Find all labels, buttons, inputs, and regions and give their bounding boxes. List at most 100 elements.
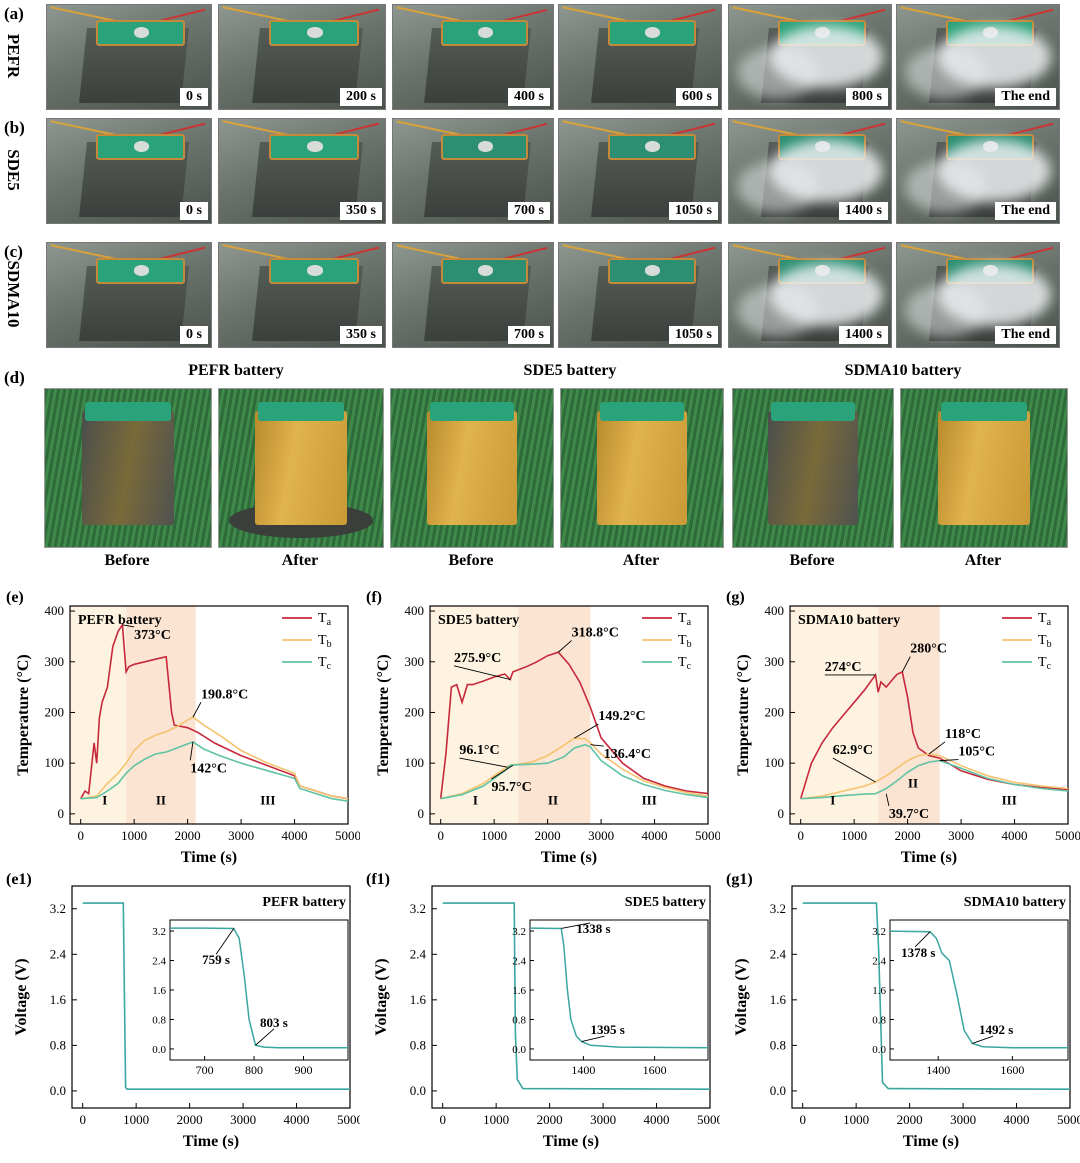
inset-y-tick-label: 3.2 (872, 926, 886, 938)
test-photo: 0 s (46, 118, 212, 224)
x-tick-label: 0 (79, 1112, 86, 1127)
row-label: SDMA10 (3, 259, 23, 329)
x-tick-label: 1000 (841, 828, 867, 843)
annotation-label: 62.9°C (833, 743, 873, 758)
inset-x-tick-label: 1400 (571, 1063, 595, 1077)
chart-title: PEFR battery (78, 613, 162, 628)
x-tick-label: 0 (437, 828, 444, 843)
test-photo: 1050 s (558, 242, 722, 348)
y-tick-label: 400 (45, 603, 65, 618)
legend-label: Tb (1038, 633, 1052, 650)
time-label: The end (995, 202, 1056, 220)
time-label: 0 s (180, 88, 208, 106)
annotation-label: 275.9°C (454, 651, 501, 666)
battery-photo (390, 388, 554, 548)
x-tick-label: 1000 (843, 1112, 869, 1127)
x-tick-label: 2000 (897, 1112, 923, 1127)
x-tick-label: 0 (439, 1112, 446, 1127)
x-tick-label: 0 (77, 828, 84, 843)
x-tick-label: 5000 (695, 828, 720, 843)
y-tick-label: 2.4 (410, 946, 427, 961)
annotation-label: 39.7°C (889, 807, 929, 822)
y-tick-label: 200 (405, 704, 425, 719)
panel-letter: (g) (726, 590, 745, 606)
annotation-label: 95.7°C (491, 780, 531, 795)
test-photo: 1050 s (558, 118, 722, 224)
time-label: 200 s (340, 88, 382, 106)
legend-label: Tc (318, 655, 332, 672)
photo-caption: Before (732, 552, 892, 570)
inset-x-tick-label: 700 (196, 1063, 214, 1077)
zone-label: I (473, 793, 478, 808)
battery-photo (560, 388, 724, 548)
inset-y-tick-label: 0.8 (872, 1014, 886, 1026)
inset-y-tick-label: 0.8 (512, 1014, 526, 1026)
battery-header: PEFR battery (136, 362, 336, 380)
battery-header: SDMA10 battery (803, 362, 1003, 380)
y-tick-label: 1.6 (50, 992, 67, 1007)
test-photo: 200 s (218, 4, 386, 110)
legend-label: Ta (318, 611, 332, 628)
annotation-label: 149.2°C (598, 709, 645, 724)
inset-bg (170, 920, 348, 1060)
y-tick-label: 0.8 (50, 1037, 66, 1052)
chart-title: SDMA10 battery (964, 895, 1066, 910)
y-tick-label: 2.4 (770, 946, 787, 961)
test-photo: 600 s (558, 4, 722, 110)
time-label: 0 s (180, 202, 208, 220)
test-photo: 700 s (392, 118, 554, 224)
y-tick-label: 300 (45, 654, 65, 669)
annotation-label: 190.8°C (201, 687, 248, 702)
inset-y-tick-label: 1.6 (512, 985, 526, 997)
inset-y-tick-label: 3.2 (512, 926, 526, 938)
time-label: 0 s (180, 326, 208, 344)
y-axis-label: Temperature (°C) (15, 654, 32, 775)
x-tick-label: 3000 (948, 828, 974, 843)
y-tick-label: 0 (418, 806, 425, 821)
battery-photo (218, 388, 384, 548)
inset-annotation-label: 1395 s (591, 1022, 625, 1037)
y-tick-label: 300 (765, 654, 785, 669)
test-photo: 700 s (392, 242, 554, 348)
time-label: 400 s (508, 88, 550, 106)
y-tick-label: 0 (58, 806, 65, 821)
x-tick-label: 4000 (644, 1112, 670, 1127)
x-tick-label: 0 (797, 828, 804, 843)
x-tick-label: 2000 (535, 828, 561, 843)
x-axis-label: Time (s) (541, 849, 597, 866)
panel-letter: (f1) (366, 872, 390, 888)
x-tick-label: 5000 (337, 1112, 360, 1127)
battery-photo (732, 388, 894, 548)
zone-band (878, 606, 939, 824)
x-tick-label: 2000 (537, 1112, 563, 1127)
x-tick-label: 4000 (1002, 828, 1028, 843)
y-axis-label: Voltage (V) (373, 958, 390, 1035)
y-tick-label: 3.2 (410, 901, 426, 916)
y-tick-label: 1.6 (770, 992, 787, 1007)
inset-x-tick-label: 1400 (926, 1063, 950, 1077)
inset-annotation-label: 1378 s (901, 945, 935, 960)
battery-photo (44, 388, 212, 548)
x-tick-label: 5000 (697, 1112, 720, 1127)
photo-caption: After (560, 552, 722, 570)
legend-label: Tb (678, 633, 692, 650)
time-label: 350 s (340, 326, 382, 344)
y-tick-label: 0.0 (770, 1083, 786, 1098)
chart-title: SDE5 battery (438, 613, 519, 628)
photo-caption: After (218, 552, 382, 570)
chart-title: SDMA10 battery (798, 613, 900, 628)
x-tick-label: 4000 (282, 828, 308, 843)
time-label: 350 s (340, 202, 382, 220)
x-tick-label: 2000 (175, 828, 201, 843)
x-tick-label: 5000 (335, 828, 360, 843)
test-photo: The end (896, 242, 1060, 348)
time-label: 600 s (676, 88, 718, 106)
test-photo: 1400 s (728, 118, 892, 224)
chart-title: PEFR battery (262, 895, 346, 910)
x-tick-label: 5000 (1055, 828, 1080, 843)
inset-x-tick-label: 1600 (643, 1063, 667, 1077)
panel-letter: (d) (4, 368, 25, 388)
time-label: 1050 s (669, 326, 718, 344)
